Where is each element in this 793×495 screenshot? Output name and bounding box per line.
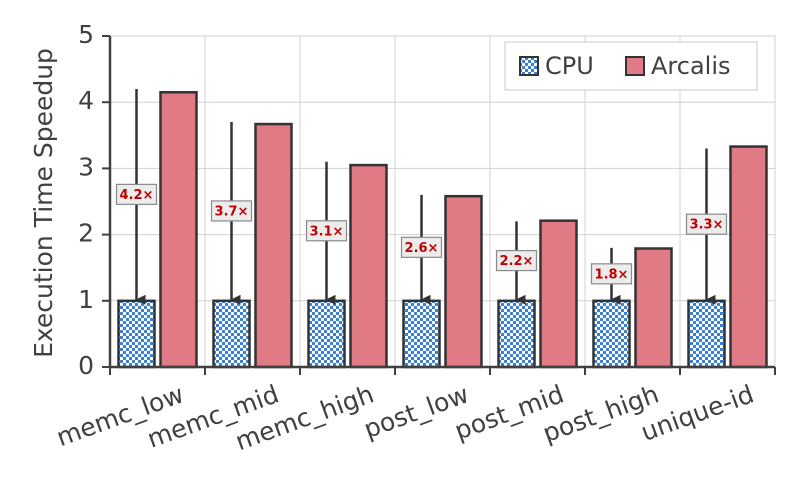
speedup-label: 2.6×: [405, 241, 439, 256]
bar-cpu: [497, 299, 536, 369]
speedup-label: 4.2×: [120, 188, 154, 203]
bar-arcalis: [729, 145, 768, 369]
bar-arcalis: [539, 219, 578, 369]
speedup-label-box: [685, 213, 728, 235]
bar-arcalis: [159, 91, 198, 369]
speedup-label-box: [400, 236, 443, 258]
speedup-label: 3.3×: [690, 218, 724, 233]
bar-cpu: [307, 299, 346, 369]
speedup-label: 3.1×: [310, 224, 344, 239]
y-tick-label: 5: [78, 20, 94, 49]
speedup-label: 1.8×: [595, 267, 629, 282]
legend-cpu-label: CPU: [545, 52, 594, 80]
legend: CPU Arcalis: [504, 41, 758, 91]
bar-cpu: [592, 299, 631, 369]
bar-cpu: [402, 299, 441, 369]
y-tick-label: 3: [78, 152, 94, 181]
speedup-label-box: [590, 263, 633, 285]
y-tick-label: 0: [78, 351, 94, 380]
speedup-label: 3.7×: [215, 204, 249, 219]
legend-cpu-swatch: [519, 56, 539, 76]
y-tick-label: 1: [78, 285, 94, 314]
speedup-label-box: [115, 183, 158, 205]
bar-cpu: [117, 299, 156, 369]
bar-arcalis: [444, 194, 483, 369]
legend-arcalis-swatch: [625, 56, 645, 76]
speedup-label: 2.2×: [500, 254, 534, 269]
speedup-label-box: [210, 200, 253, 222]
bar-arcalis: [349, 163, 388, 369]
legend-arcalis-label: Arcalis: [651, 52, 731, 80]
bar-cpu: [687, 299, 726, 369]
y-tick-label: 2: [78, 219, 94, 248]
speedup-label-box: [495, 249, 538, 272]
bar-arcalis: [634, 247, 673, 369]
bar-arcalis: [254, 122, 293, 369]
speedup-label-box: [305, 220, 348, 242]
y-axis-title: Execution Time Speedup: [29, 48, 58, 358]
y-tick-label: 4: [78, 86, 94, 115]
bar-cpu: [212, 299, 251, 369]
